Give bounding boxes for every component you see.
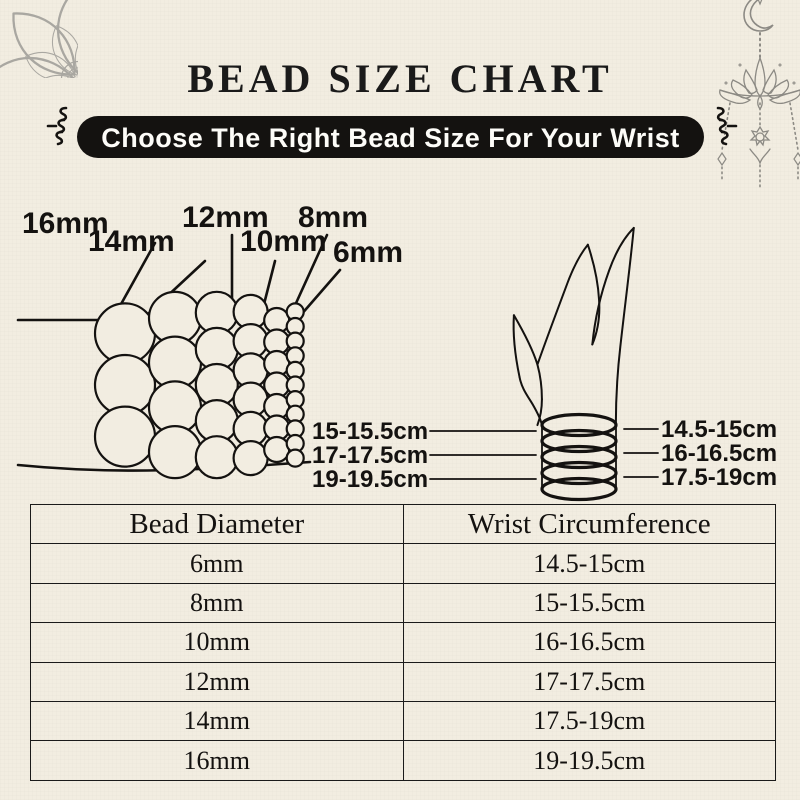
svg-text:14mm: 14mm xyxy=(88,225,175,258)
svg-text:16-16.5cm: 16-16.5cm xyxy=(661,440,777,467)
svg-text:17-17.5cm: 17-17.5cm xyxy=(312,442,428,469)
svg-text:17.5-19cm: 17.5-19cm xyxy=(661,464,777,491)
svg-text:15-15.5cm: 15-15.5cm xyxy=(312,418,428,445)
svg-text:14.5-15cm: 14.5-15cm xyxy=(661,416,777,443)
svg-text:6mm: 6mm xyxy=(333,236,403,269)
svg-text:19-19.5cm: 19-19.5cm xyxy=(312,466,428,493)
svg-text:8mm: 8mm xyxy=(298,201,368,234)
